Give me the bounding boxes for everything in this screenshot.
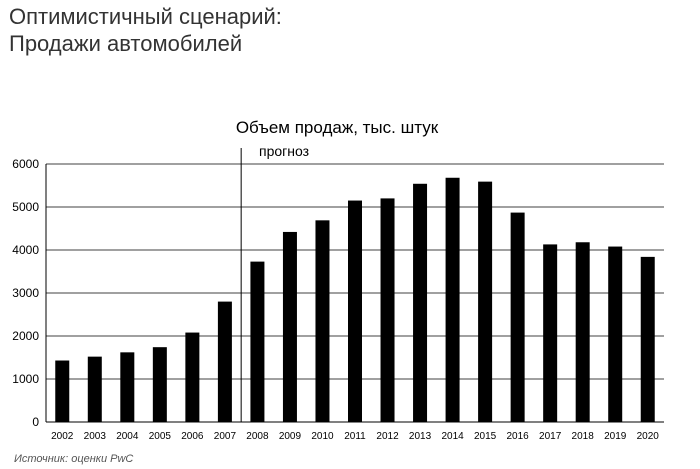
chart-title: Объем продаж, тыс. штук [236, 118, 439, 137]
bar-2003 [87, 356, 102, 422]
bar-2004 [120, 352, 135, 422]
y-tick-label: 1000 [12, 372, 39, 386]
x-tick-label: 2005 [149, 431, 172, 442]
x-tick-label: 2016 [507, 431, 530, 442]
x-tick-label: 2010 [311, 431, 334, 442]
x-tick-label: 2015 [474, 431, 497, 442]
x-tick-label: 2002 [51, 431, 74, 442]
bar-2006 [185, 332, 200, 422]
bar-2016 [510, 212, 525, 422]
source-note: Источник: оценки PwC [14, 453, 134, 465]
bar-2005 [152, 347, 167, 422]
y-tick-label: 6000 [12, 157, 39, 171]
forecast-annotation: прогноз [259, 143, 309, 159]
bar-2019 [608, 246, 623, 422]
y-tick-label: 3000 [12, 286, 39, 300]
bar-2007 [217, 301, 232, 422]
x-tick-label: 2007 [214, 431, 237, 442]
x-tick-label: 2006 [181, 431, 204, 442]
x-tick-label: 2013 [409, 431, 432, 442]
x-tick-label: 2003 [84, 431, 107, 442]
page-heading: Оптимистичный сценарий: Продажи автомоби… [9, 3, 282, 57]
x-tick-label: 2012 [376, 431, 399, 442]
bar-2009 [282, 231, 297, 422]
x-tick-label: 2008 [246, 431, 269, 442]
x-tick-label: 2017 [539, 431, 562, 442]
bar-2015 [478, 181, 493, 422]
x-tick-label: 2020 [637, 431, 660, 442]
bar-2008 [250, 261, 265, 422]
bar-2002 [55, 360, 70, 422]
bar-2017 [543, 244, 558, 422]
y-tick-label: 0 [32, 415, 39, 429]
x-tick-label: 2004 [116, 431, 139, 442]
bar-2010 [315, 220, 330, 422]
heading-line-2: Продажи автомобилей [9, 31, 243, 56]
y-tick-label: 4000 [12, 243, 39, 257]
x-axis-tick-labels: 2002 2003 2004 2005 2006 2007 2008 2009 2010 2011… [51, 431, 659, 442]
y-tick-label: 5000 [12, 200, 39, 214]
heading-line-1: Оптимистичный сценарий: [9, 4, 282, 29]
bar-2018 [575, 242, 590, 422]
bar-2013 [413, 183, 428, 422]
x-tick-label: 2011 [344, 431, 366, 442]
bar-2014 [445, 177, 460, 422]
bar-2011 [348, 200, 362, 422]
x-tick-label: 2018 [572, 431, 595, 442]
axes [45, 148, 664, 423]
bar-2012 [380, 198, 395, 422]
y-axis-tick-labels: 0 1000 2000 3000 4000 5000 6000 [12, 157, 39, 429]
y-tick-label: 2000 [12, 329, 39, 343]
x-tick-label: 2009 [279, 431, 302, 442]
bars [55, 177, 655, 422]
x-tick-label: 2019 [604, 431, 627, 442]
bar-2020 [640, 256, 655, 422]
x-tick-label: 2014 [441, 431, 464, 442]
